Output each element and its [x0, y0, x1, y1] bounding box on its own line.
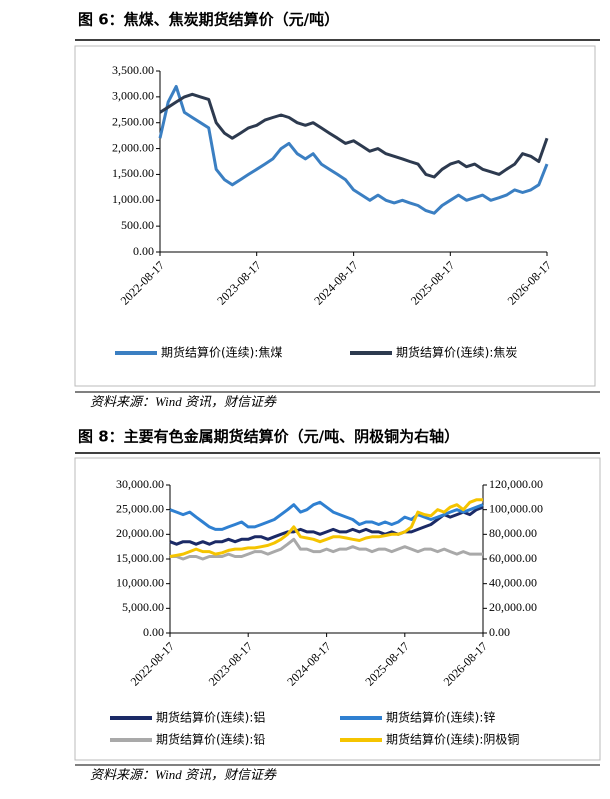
figure-title: 图 8：主要有色金属期货结算价（元/吨、阴极铜为右轴） [78, 428, 459, 446]
x-tick-label: 2026-08-17 [441, 639, 490, 688]
y2-tick-label: 0.00 [489, 625, 510, 639]
y2-tick-label: 120,000.00 [489, 477, 543, 491]
legend-label: 期货结算价(连续):阴极铜 [386, 732, 519, 747]
x-tick-label: 2024-08-17 [311, 258, 360, 307]
y-tick-label: 15,000.00 [116, 551, 164, 565]
y-tick-label: 2,000.00 [112, 140, 154, 154]
y-tick-label: 0.00 [133, 244, 154, 258]
x-tick-label: 2024-08-17 [284, 639, 333, 688]
series-line [170, 537, 483, 561]
y-tick-label: 1,000.00 [112, 192, 154, 206]
y2-tick-label: 40,000.00 [489, 575, 537, 589]
y-tick-label: 30,000.00 [116, 477, 164, 491]
y-tick-label: 500.00 [121, 218, 154, 232]
y-tick-label: 25,000.00 [116, 501, 164, 515]
y2-tick-label: 80,000.00 [489, 526, 537, 540]
x-tick-label: 2022-08-17 [128, 639, 177, 688]
series-line [169, 505, 484, 546]
y-tick-label: 3,000.00 [112, 89, 154, 103]
series-line [169, 500, 484, 531]
series-line [159, 92, 549, 179]
x-tick-label: 2025-08-17 [362, 639, 411, 688]
y-tick-label: 0.00 [143, 625, 164, 639]
source-note: 资料来源：Wind 资讯，财信证券 [90, 767, 277, 782]
x-tick-label: 2025-08-17 [408, 258, 457, 307]
y2-tick-label: 60,000.00 [489, 551, 537, 565]
x-tick-label: 2023-08-17 [214, 258, 263, 307]
legend-label: 期货结算价(连续):锌 [386, 710, 495, 725]
y-tick-label: 5,000.00 [122, 600, 164, 614]
legend-label: 期货结算价(连续):焦炭 [396, 345, 517, 360]
chart-frame [74, 457, 601, 761]
series-line [158, 85, 549, 215]
legend-label: 期货结算价(连续):铅 [156, 732, 265, 747]
chart-frame [74, 45, 596, 387]
x-tick-label: 2023-08-17 [206, 639, 255, 688]
y-tick-label: 20,000.00 [116, 526, 164, 540]
source-note: 资料来源：Wind 资讯，财信证券 [90, 394, 277, 409]
y2-tick-label: 100,000.00 [489, 501, 543, 515]
y-tick-label: 1,500.00 [112, 166, 154, 180]
series-line [169, 498, 483, 558]
y2-tick-label: 20,000.00 [489, 600, 537, 614]
legend-label: 期货结算价(连续):铝 [156, 710, 265, 725]
y-tick-label: 3,500.00 [112, 63, 154, 77]
x-tick-label: 2022-08-17 [118, 258, 167, 307]
legend-label: 期货结算价(连续):焦煤 [161, 345, 282, 360]
figure-title: 图 6：焦煤、焦炭期货结算价（元/吨） [78, 11, 339, 29]
y-tick-label: 10,000.00 [116, 575, 164, 589]
x-tick-label: 2026-08-17 [505, 258, 554, 307]
y-tick-label: 2,500.00 [112, 114, 154, 128]
